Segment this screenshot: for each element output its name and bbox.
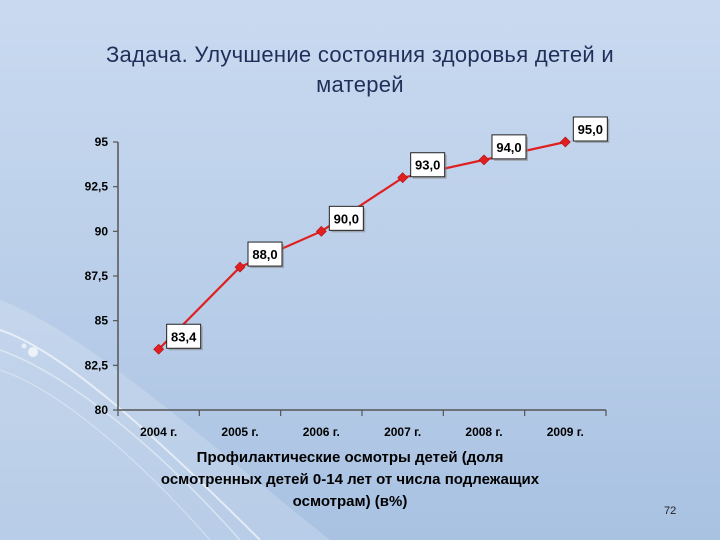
data-point-marker bbox=[234, 261, 246, 273]
data-label: 93,0 bbox=[415, 158, 440, 173]
data-label: 95,0 bbox=[578, 122, 603, 137]
data-label-box bbox=[247, 241, 283, 267]
data-point-marker bbox=[397, 172, 409, 184]
data-label: 94,0 bbox=[496, 140, 521, 155]
title-line-2: матерей bbox=[316, 72, 404, 97]
data-point-marker bbox=[478, 154, 490, 166]
caption-line-2: осмотренных детей 0-14 лет от числа подл… bbox=[160, 471, 540, 488]
y-tick-label: 87,5 bbox=[85, 269, 109, 283]
page-number: 72 bbox=[664, 505, 677, 517]
data-label-box bbox=[572, 116, 608, 142]
x-tick-label: 2006 г. bbox=[303, 425, 340, 439]
data-point-marker bbox=[559, 136, 571, 148]
x-tick-label: 2009 г. bbox=[547, 425, 584, 439]
x-tick-label: 2007 г. bbox=[384, 425, 421, 439]
x-tick-label: 2005 г. bbox=[221, 425, 258, 439]
data-point-marker bbox=[315, 225, 327, 237]
title-line-1: Задача. Улучшение состояния здоровья дет… bbox=[105, 42, 615, 67]
data-label-box bbox=[491, 134, 527, 160]
x-tick-label: 2008 г. bbox=[465, 425, 502, 439]
data-label-box bbox=[328, 205, 364, 231]
caption-line-3: осмотрам) (в%) bbox=[292, 493, 408, 510]
caption-line-1: Профилактические осмотры детей (доля bbox=[196, 449, 504, 466]
data-label-box bbox=[166, 323, 202, 349]
data-label: 83,4 bbox=[171, 329, 197, 344]
data-label: 90,0 bbox=[334, 211, 359, 226]
y-tick-label: 95 bbox=[95, 135, 109, 149]
y-tick-label: 85 bbox=[95, 314, 109, 328]
y-tick-label: 90 bbox=[95, 224, 109, 238]
series-line bbox=[157, 140, 566, 351]
slide-title: Задача. Улучшение состояния здоровья дет… bbox=[40, 40, 680, 100]
y-tick-label: 92,5 bbox=[85, 180, 109, 194]
x-tick-label: 2004 г. bbox=[140, 425, 177, 439]
data-label: 88,0 bbox=[252, 247, 277, 262]
y-tick-label: 82,5 bbox=[85, 358, 109, 372]
data-point-marker bbox=[153, 343, 165, 355]
y-tick-label: 80 bbox=[95, 403, 109, 417]
data-label-box bbox=[410, 152, 446, 178]
chart-caption: Профилактические осмотры детей (доля осм… bbox=[110, 447, 590, 513]
